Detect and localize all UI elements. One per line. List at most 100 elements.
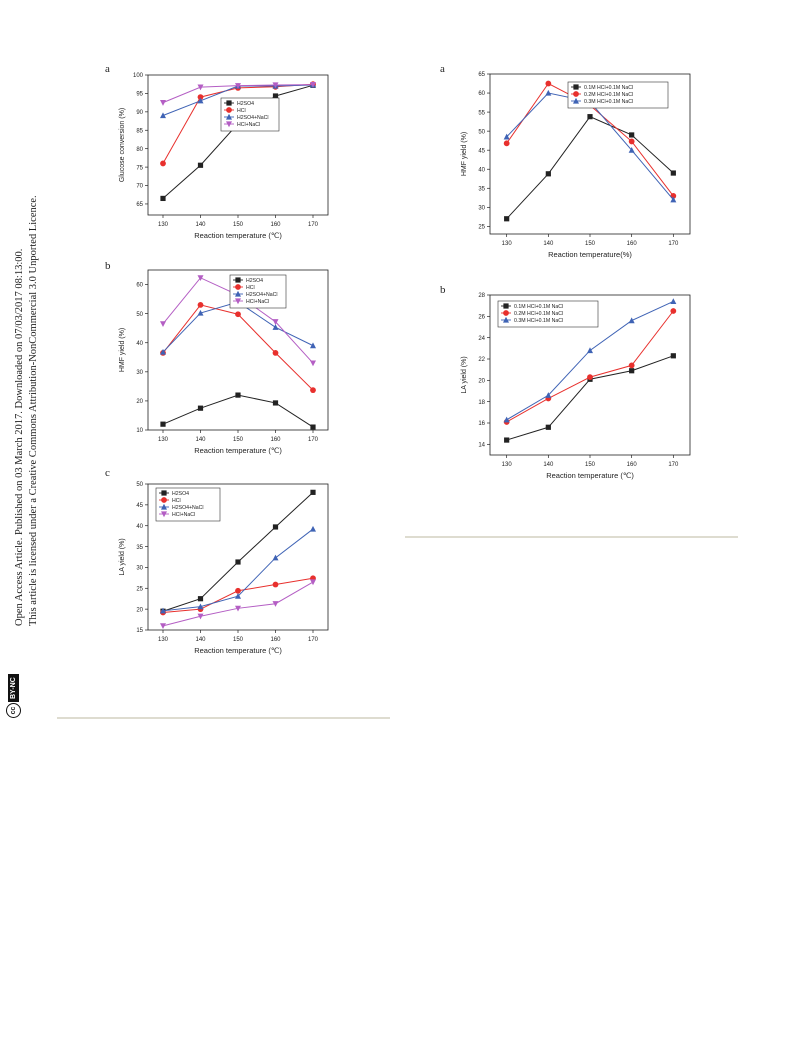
data-point xyxy=(310,525,316,532)
legend-box xyxy=(497,300,599,328)
data-point xyxy=(160,100,166,106)
chart-left-a: a 65 70 75 80 85 90 95 100 130 140 150 160 170 Reactio… xyxy=(100,62,340,242)
data-point xyxy=(235,593,241,599)
legend-label: H2SO4+NaCl xyxy=(172,505,204,511)
y-tick-label: 10 xyxy=(136,428,143,434)
legend-marker xyxy=(226,113,232,120)
data-point xyxy=(235,605,241,612)
chart-left-a-svg: a 65 70 75 80 85 90 95 100 130 140 150 160 170 Reactio… xyxy=(105,63,329,240)
x-tick-label: 170 xyxy=(668,462,679,468)
data-point xyxy=(587,374,593,381)
legend-label: 0.2M HCl+0.1M NaCl xyxy=(514,311,563,317)
chart-right-b-svg: b 14 16 18 20 22 24 26 28 130 140 150 160 170 Reaction… xyxy=(440,284,691,480)
x-tick-label: 150 xyxy=(233,437,244,443)
y-tick-label: 20 xyxy=(478,379,485,385)
y-tick-label: 80 xyxy=(136,147,143,153)
license-statement-line-2[interactable]: This article is licensed under a Creativ… xyxy=(28,195,39,626)
legend-label: 0.1M HCl+0.1M NaCl xyxy=(514,304,563,310)
legend-box xyxy=(155,487,221,522)
y-tick-label: 85 xyxy=(136,128,143,134)
legend-label: 0.3M HCl+0.1M NaCl xyxy=(584,99,633,105)
series-line xyxy=(506,355,674,441)
data-point xyxy=(160,112,166,119)
x-tick-label: 150 xyxy=(233,637,244,643)
data-point xyxy=(628,362,635,369)
x-axis-label: Reaction temperature (℃) xyxy=(194,646,282,655)
legend-label: H2SO4+NaCl xyxy=(237,115,269,121)
x-tick-label: 140 xyxy=(543,241,554,247)
legend-label: H2SO4+NaCl xyxy=(246,292,278,298)
data-point xyxy=(272,524,279,530)
data-point xyxy=(272,319,279,325)
x-tick-label: 130 xyxy=(502,241,513,247)
y-axis-label: HMF yield (%) xyxy=(461,132,468,176)
legend-label: HCl xyxy=(237,108,246,114)
data-point xyxy=(160,607,166,614)
legend-label: H2SO4 xyxy=(172,491,189,497)
legend-marker xyxy=(503,303,509,309)
chart-right-a-svg: a 25 30 35 40 45 50 55 60 65 130 140 150 160 170 Reacti… xyxy=(440,63,691,259)
legend-box xyxy=(567,81,669,109)
data-point xyxy=(310,424,316,430)
data-point xyxy=(160,623,166,630)
data-point xyxy=(503,140,510,147)
x-axis-label: Reaction temperature (℃) xyxy=(194,231,282,240)
legend-label: HCl xyxy=(246,285,255,291)
x-tick-label: 170 xyxy=(308,437,319,443)
cc-license-badge[interactable]: cc BY-NC xyxy=(6,674,21,718)
data-point xyxy=(310,387,316,394)
data-point xyxy=(160,348,166,355)
x-tick-label: 160 xyxy=(270,637,281,643)
separator-rule-left xyxy=(57,717,390,719)
data-point xyxy=(235,83,241,89)
legend-label: 0.3M HCl+0.1M NaCl xyxy=(514,318,563,324)
y-tick-label: 30 xyxy=(478,206,485,212)
series-line xyxy=(506,116,674,220)
data-point xyxy=(629,132,635,138)
y-tick-label: 20 xyxy=(136,607,143,613)
x-tick-label: 160 xyxy=(270,437,281,443)
data-point xyxy=(670,308,677,314)
y-tick-label: 65 xyxy=(136,202,143,208)
legend-marker xyxy=(161,497,167,503)
y-axis-label: LA yield (%) xyxy=(461,356,468,393)
x-tick-label: 160 xyxy=(270,222,281,228)
y-tick-label: 35 xyxy=(136,545,143,551)
y-tick-label: 45 xyxy=(478,148,485,154)
legend-marker xyxy=(226,107,232,113)
y-tick-label: 28 xyxy=(478,293,485,299)
y-tick-label: 18 xyxy=(478,400,485,406)
panel-letter: b xyxy=(105,260,111,272)
x-tick-label: 140 xyxy=(195,222,206,228)
x-tick-label: 130 xyxy=(158,222,169,228)
panel-letter: c xyxy=(105,467,110,479)
data-point xyxy=(197,596,204,602)
chart-left-b-svg: b 10 20 30 40 50 60 130 140 150 160 170 Reaction tem… xyxy=(105,260,329,455)
x-tick-label: 130 xyxy=(158,637,169,643)
data-point xyxy=(272,82,279,89)
separator-rule-right xyxy=(405,536,738,538)
data-point xyxy=(504,437,510,443)
data-point xyxy=(310,342,316,349)
y-tick-label: 65 xyxy=(478,72,485,78)
legend-marker xyxy=(573,97,579,104)
y-tick-label: 30 xyxy=(136,370,143,376)
y-tick-label: 30 xyxy=(136,566,143,572)
y-tick-label: 25 xyxy=(136,586,143,592)
y-tick-label: 50 xyxy=(478,129,485,135)
data-point xyxy=(197,309,204,316)
data-point xyxy=(587,347,593,354)
data-point xyxy=(197,162,204,168)
data-point xyxy=(160,421,166,427)
legend-marker xyxy=(235,298,241,305)
data-point xyxy=(310,360,316,367)
x-tick-label: 150 xyxy=(233,222,244,228)
series-line xyxy=(162,394,314,428)
data-point xyxy=(272,350,279,356)
chart-right-b: b 14 16 18 20 22 24 26 28 130 140 150 160 170 Reaction… xyxy=(440,283,700,488)
x-tick-label: 170 xyxy=(308,637,319,643)
x-tick-label: 130 xyxy=(502,462,513,468)
chart-left-c-svg: c 15 20 25 30 35 40 45 50 130 140 150 160 170 Reaction… xyxy=(105,467,329,655)
y-tick-label: 50 xyxy=(136,482,143,488)
x-tick-label: 150 xyxy=(585,241,596,247)
